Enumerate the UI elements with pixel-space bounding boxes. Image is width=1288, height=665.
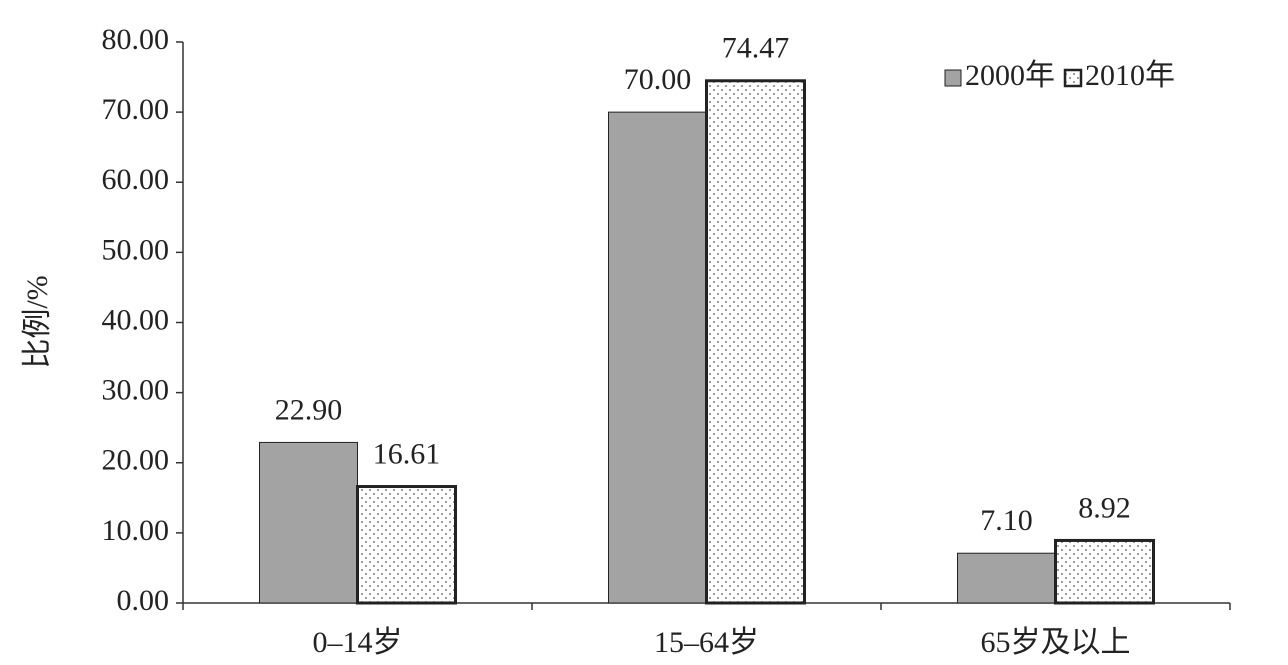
- bar: [957, 552, 1056, 604]
- value-label: 22.90: [275, 393, 343, 426]
- bar: [1054, 538, 1155, 605]
- legend-swatch: [944, 69, 962, 87]
- x-tick-label: 0–14岁: [313, 626, 403, 659]
- bar: [705, 79, 806, 605]
- x-tick-label: 15–64岁: [654, 626, 759, 659]
- bar: [608, 111, 707, 604]
- y-tick-label: 50.00: [102, 233, 170, 266]
- legend-label: 2000年: [965, 59, 1055, 92]
- y-axis-title: 比例/%: [21, 275, 54, 368]
- y-tick-label: 80.00: [102, 23, 170, 56]
- value-label: 74.47: [722, 32, 790, 65]
- value-label: 7.10: [980, 504, 1033, 537]
- bar: [356, 485, 457, 605]
- value-label: 8.92: [1078, 491, 1131, 524]
- y-tick-label: 0.00: [117, 584, 170, 617]
- y-tick-label: 30.00: [102, 374, 170, 407]
- value-label: 16.61: [373, 437, 441, 470]
- bar: [259, 441, 358, 604]
- y-tick-label: 70.00: [102, 93, 170, 126]
- legend-label: 2010年: [1085, 59, 1175, 92]
- x-tick-label: 65岁及以上: [981, 626, 1131, 659]
- y-tick-label: 40.00: [102, 303, 170, 336]
- y-tick-label: 20.00: [102, 444, 170, 477]
- y-tick-label: 60.00: [102, 163, 170, 196]
- legend-swatch: [1063, 68, 1083, 88]
- y-tick-label: 10.00: [102, 514, 170, 547]
- value-label: 70.00: [624, 63, 692, 96]
